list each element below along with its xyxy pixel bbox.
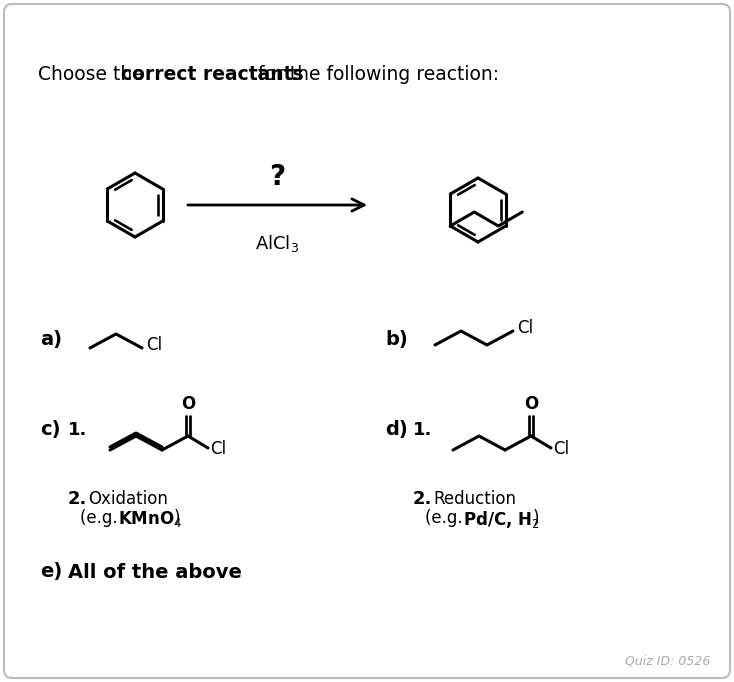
Text: Choose the: Choose the [38,65,150,85]
Text: e): e) [40,563,62,582]
Text: ): ) [533,509,539,527]
FancyBboxPatch shape [4,4,730,678]
Text: 2.: 2. [413,490,432,508]
Text: correct reactants: correct reactants [121,65,304,85]
Text: for the following reaction:: for the following reaction: [252,65,499,85]
Text: (e.g.: (e.g. [425,509,468,527]
Text: Cl: Cl [553,440,569,458]
Text: Cl: Cl [146,336,162,354]
Text: ): ) [174,509,181,527]
Text: (e.g.: (e.g. [80,509,123,527]
Text: ?: ? [269,163,286,191]
Text: d): d) [385,421,408,439]
Text: 1.: 1. [68,421,87,439]
Text: 1.: 1. [413,421,432,439]
Text: c): c) [40,421,60,439]
Text: Reduction: Reduction [433,490,516,508]
Text: Oxidation: Oxidation [88,490,168,508]
Text: 2.: 2. [68,490,87,508]
Text: KMnO$_4$: KMnO$_4$ [118,509,182,529]
Text: a): a) [40,331,62,349]
Text: Cl: Cl [517,319,533,337]
Text: All of the above: All of the above [68,563,242,582]
Text: Pd/C, H$_2$: Pd/C, H$_2$ [463,509,539,530]
Text: AlCl$_3$: AlCl$_3$ [255,233,299,254]
Text: Quiz ID: 0526: Quiz ID: 0526 [625,655,710,668]
Text: b): b) [385,331,408,349]
Text: O: O [524,395,538,413]
Text: O: O [181,395,195,413]
Text: Cl: Cl [210,440,226,458]
